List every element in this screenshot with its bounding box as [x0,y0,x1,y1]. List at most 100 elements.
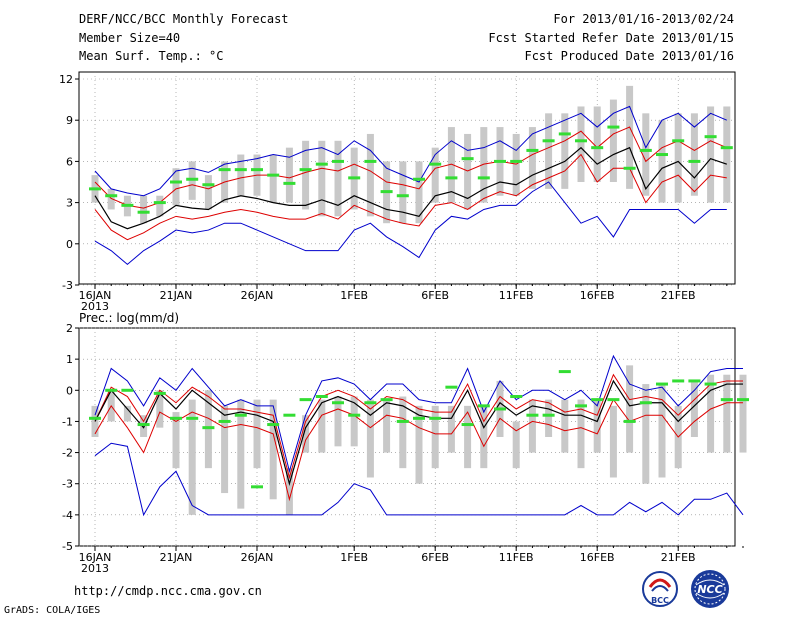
panel-0-obs-mark [251,168,263,172]
panel-1-ensemble-box [739,374,747,453]
panel-0-ensemble-box [285,147,293,203]
panel-0-obs-mark [623,166,636,170]
ncc-logo-icon: NCC [691,570,729,608]
panel-1-ytick-label: -1 [62,415,73,428]
panel-1-obs-mark [591,398,604,402]
panel-0-mean-line [94,146,727,230]
panel-1-obs-mark [121,388,134,392]
panel-0-obs-mark [364,159,377,163]
panel-0-obs-mark [575,139,587,143]
panel-1-ensemble-box [723,374,731,453]
panel-1-ensemble-box [431,405,439,469]
panel-1-ytick-label: -5 [62,540,73,553]
panel-1-ensemble-box [366,399,374,478]
panel-1-obs-mark [413,416,425,420]
panel-1-min-line [94,442,744,517]
panel-1-ensemble-box [415,405,423,484]
panel-0-ensemble-box [334,140,342,217]
panel-1-ensemble-box [221,405,229,494]
panel-1-ensemble-box [545,399,553,437]
panel-0-ytick-label: 6 [66,155,73,168]
panel-1-upper-line [94,373,743,480]
panel-1-obs-mark [672,379,685,383]
panel-1-obs-mark [348,413,361,417]
panel-1-ensemble-box [512,421,520,469]
panel-0-ensemble-box [237,154,245,196]
panel-1-ensemble-box [593,399,601,453]
panel-0-ensemble-box [528,127,536,189]
panel-0-ensemble-box [204,175,212,210]
panel-1-obs-mark [623,419,636,423]
forecast-period: For 2013/01/16-2013/02/24 [553,12,734,26]
panel-0-obs-mark [332,159,344,163]
logos: BCC NCC [642,570,729,608]
panel-0-ytick-label: 0 [66,238,73,251]
panel-1-obs-mark [251,485,263,489]
panel-0-ytick-label: 12 [59,73,73,86]
panel-0-ensemble-box [366,133,374,217]
panel-1-ensemble-box [172,412,180,469]
panel-0-ytick-label: 9 [66,114,73,127]
panel-1-ensemble-box [480,405,488,469]
panel-1-ensemble-box [253,399,261,469]
panel-1-ytick-label: -2 [62,447,73,460]
panel-0-xtick-label: 21FEB [661,289,696,302]
panel-1-ensemble-box [188,399,196,515]
panel-0-obs-mark [429,162,442,166]
panel-0-obs-mark [267,173,280,177]
panel-1-ensemble-box [204,390,212,469]
figure-title: DERF/NCC/BCC Monthly Forecast [79,12,289,26]
panel-0-ytick-label: -3 [62,279,73,292]
panel-1-ensemble-box [690,380,698,437]
panel-1-ytick-label: 1 [66,353,73,366]
panel-0-ensemble-box [431,147,439,203]
panel-1-ensemble-box [123,405,131,422]
member-size: Member Size=40 [79,31,181,45]
panel-1-obs-mark [267,423,280,427]
panel-1-lower-line [94,398,743,502]
panel-1-xtick-label: 21FEB [661,551,696,564]
panel-1-obs-mark [89,416,101,420]
panel-1-xtick-label: 11FEB [499,551,534,564]
panel-1-year-label: 2013 [81,562,109,575]
panel-0-obs-mark [688,159,701,163]
source-url[interactable]: http://cmdp.ncc.cma.gov.cn [74,584,262,598]
panel-0-ensemble-box [447,127,455,203]
panel-0-obs-mark [396,194,409,198]
panel-1-obs-mark [445,385,458,389]
panel-0-max-line [94,105,727,197]
bcc-logo-text: BCC [651,596,669,605]
panel-0-obs-mark [445,176,458,180]
panel-1-ensemble-box [447,405,455,453]
panel-0-obs-mark [510,159,523,163]
panel-1-obs-mark [283,413,296,417]
panel-1-ensemble-box [561,399,569,453]
panel-0-ensemble-box [415,161,423,224]
panel-1-ytick-label: -3 [62,478,73,491]
panel-0-obs-mark [89,187,101,191]
panel-0-lower-line [94,153,727,241]
panel-1-xtick-label: 16FEB [580,551,615,564]
panel-1-obs-mark [299,398,312,402]
panel-1-ytick-label: 0 [66,384,73,397]
panel-1-obs-mark [477,404,490,408]
panel-0-obs-mark [153,201,166,205]
panel-0-ensemble-box [172,168,180,206]
panel-0-obs-mark [315,162,328,166]
panel-0-xtick-label: 1FEB [340,289,368,302]
panel-1-obs-mark [202,426,215,430]
panel-1-obs-mark [558,370,571,374]
panel-1-mean-line [94,379,743,486]
panel-1-ensemble-box [658,384,666,478]
panel-0-ensemble-box [512,133,520,196]
panel-1-title: Prec.: log(mm/d) [79,311,179,325]
panel-1-ensemble-box [399,396,407,469]
grads-credit: GrADS: COLA/IGES [4,605,101,616]
panel-0-obs-mark [218,168,231,172]
panel-0-upper-line [94,126,727,209]
panel-0-obs-mark [380,190,393,194]
panel-1-obs-mark [429,416,442,420]
panel-0-obs-mark [137,210,150,214]
